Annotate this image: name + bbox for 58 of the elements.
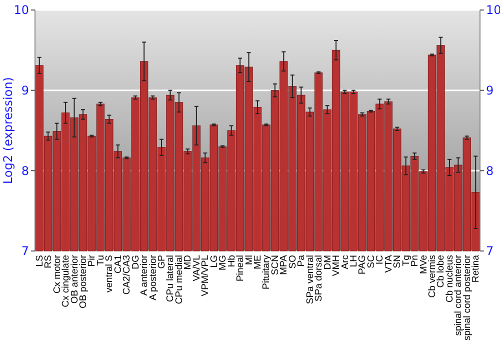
x-tick-label: CA1 (112, 255, 124, 274)
x-tick-label: Cb lobe (436, 255, 447, 288)
x-tick-label: VA/VL (191, 255, 202, 282)
x-tick-label: CPu lateral (165, 255, 176, 302)
x-tick-label: SN (392, 254, 404, 268)
x-tick-label: A posterior (148, 255, 159, 300)
x-tick-label: VPM/VPL (200, 255, 212, 296)
x-tick-label: VMH (331, 254, 342, 276)
x-tick-label: ME (252, 255, 264, 270)
x-tick-label: Pineal (235, 255, 246, 282)
x-tick-label: IC (374, 254, 386, 264)
x-tick-label: PAG (357, 255, 368, 274)
y-tick-label: 9 (21, 84, 29, 98)
y2-tick-label: 7 (486, 244, 494, 258)
x-tick-label: Tu (95, 255, 106, 266)
x-tick-label: Cx motor (52, 255, 63, 294)
x-tick-label: Hb (226, 255, 238, 268)
x-tick-label: Pir (86, 255, 98, 267)
x-tick-label: LS (34, 255, 46, 267)
x-tick-label: Cx cingulate (60, 255, 72, 308)
x-tick-label: OB posterior (78, 255, 89, 308)
x-tick-label: Cb nucleus (444, 254, 456, 303)
x-tick-label: CPu medial (174, 255, 185, 304)
x-tick-label: MD (182, 254, 194, 270)
x-tick-label: OB anterior (69, 255, 80, 304)
x-tick-label: MPA (278, 254, 290, 275)
x-tick-label: Pa (296, 254, 308, 267)
x-tick-label: LH (348, 254, 360, 268)
y2-tick-label: 9 (486, 84, 494, 98)
x-tick-label: SC (366, 254, 377, 268)
x-tick-label: Pn (410, 255, 421, 267)
x-tick-label: spinal cord anterior (453, 255, 464, 336)
x-tick-label: LG (208, 255, 220, 268)
y-tick-label: 10 (14, 3, 29, 18)
x-tick-label: spinal cord posterior (462, 255, 473, 341)
x-tick-label: A anterior (139, 255, 150, 296)
x-tick-label: Tg (400, 255, 412, 266)
x-tick-label: Arc (340, 254, 351, 270)
x-tick-label: Ml (244, 255, 255, 266)
x-tick-label: GP (156, 255, 168, 269)
x-tick-label: ventral S (104, 255, 116, 292)
y2-tick-label: 8 (486, 164, 494, 178)
x-tick-label: MG (218, 255, 229, 270)
y-tick-label: 8 (21, 164, 29, 178)
y-axis-title: Log2 (expression) (1, 77, 15, 184)
y-tick-label: 7 (21, 244, 29, 258)
x-tick-label: CA2/CA3 (122, 255, 133, 295)
x-tick-label: SPa dorsal (314, 255, 325, 302)
x-tick-label: SCN (270, 254, 281, 276)
x-tick-label: VTA (383, 254, 394, 273)
x-tick-label: Retina (470, 254, 482, 282)
x-tick-label: DM (322, 254, 334, 270)
x-tick-label: DG (130, 255, 142, 270)
x-tick-label: RS (43, 255, 54, 268)
x-tick-label: SO (287, 255, 298, 269)
x-tick-label: MVe (418, 255, 430, 274)
x-tick-label: SPa ventral (304, 255, 316, 304)
x-tick-label: Pituitary (261, 254, 272, 290)
